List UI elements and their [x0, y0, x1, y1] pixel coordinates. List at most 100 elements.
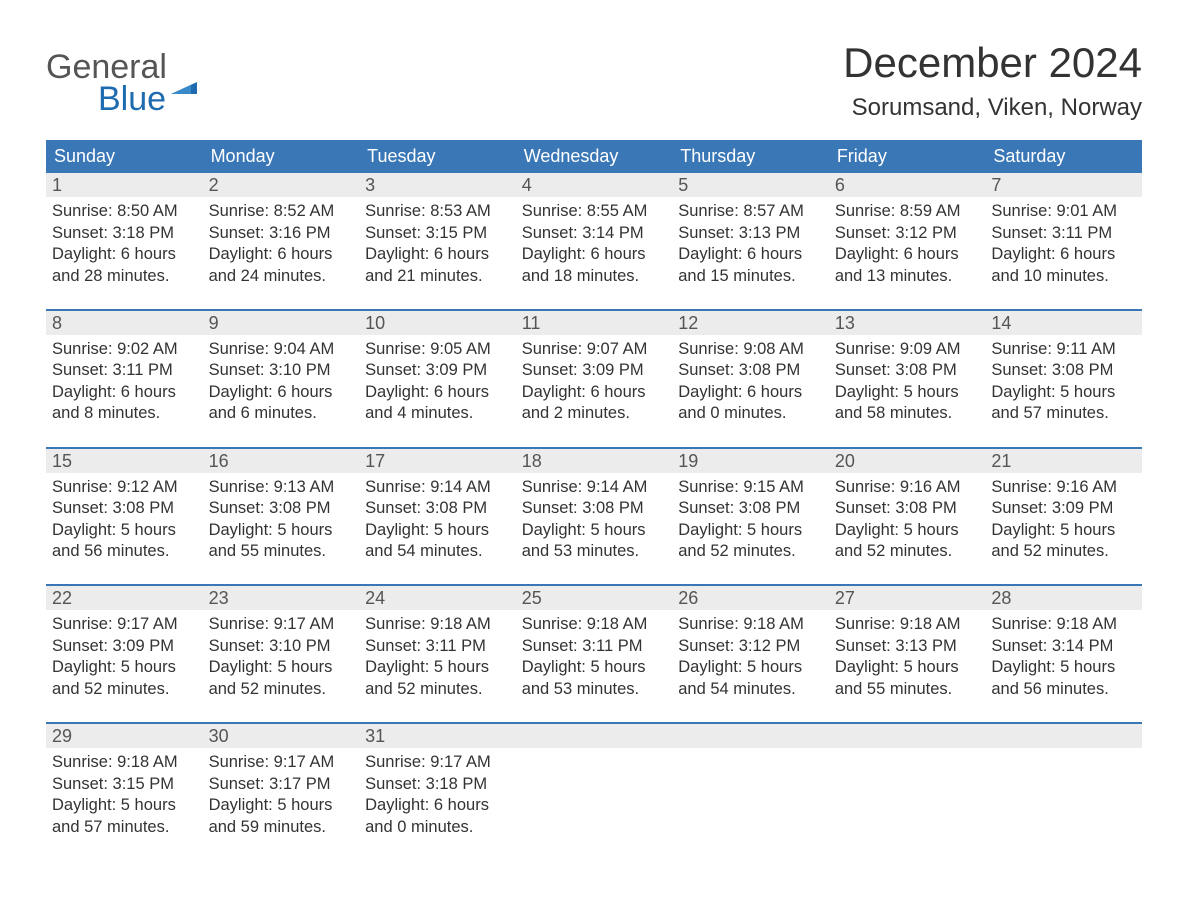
day-number: 6: [829, 173, 986, 197]
daylight-line1: Daylight: 6 hours: [522, 244, 667, 265]
day-cell: Sunrise: 8:55 AMSunset: 3:14 PMDaylight:…: [516, 197, 673, 310]
sunrise: Sunrise: 9:16 AM: [835, 477, 980, 498]
daylight-line1: Daylight: 5 hours: [678, 657, 823, 678]
sunrise: Sunrise: 9:17 AM: [209, 614, 354, 635]
sunrise: Sunrise: 9:14 AM: [522, 477, 667, 498]
day-number: 19: [672, 449, 829, 473]
sunset: Sunset: 3:11 PM: [365, 636, 510, 657]
logo: General Blue: [46, 50, 197, 119]
sunrise: Sunrise: 8:50 AM: [52, 201, 197, 222]
daylight-line1: Daylight: 5 hours: [209, 795, 354, 816]
sunrise: Sunrise: 9:13 AM: [209, 477, 354, 498]
day-cell: Sunrise: 9:18 AMSunset: 3:11 PMDaylight:…: [359, 610, 516, 723]
day-number: 14: [985, 311, 1142, 335]
daylight-line1: Daylight: 5 hours: [991, 382, 1136, 403]
day-cell: Sunrise: 9:12 AMSunset: 3:08 PMDaylight:…: [46, 473, 203, 586]
daylight-line1: Daylight: 5 hours: [52, 657, 197, 678]
sunrise: Sunrise: 9:18 AM: [365, 614, 510, 635]
sunrise: Sunrise: 9:18 AM: [522, 614, 667, 635]
dow-wednesday: Wednesday: [516, 140, 673, 173]
daylight-line1: Daylight: 5 hours: [991, 520, 1136, 541]
day-cell: Sunrise: 9:18 AMSunset: 3:12 PMDaylight:…: [672, 610, 829, 723]
sunset: Sunset: 3:09 PM: [365, 360, 510, 381]
daylight-line1: Daylight: 6 hours: [835, 244, 980, 265]
sunset: Sunset: 3:11 PM: [52, 360, 197, 381]
day-number: 17: [359, 449, 516, 473]
dow-thursday: Thursday: [672, 140, 829, 173]
day-cell: Sunrise: 9:11 AMSunset: 3:08 PMDaylight:…: [985, 335, 1142, 448]
daylight-line1: Daylight: 5 hours: [835, 657, 980, 678]
day-number: 28: [985, 586, 1142, 610]
daylight-line1: Daylight: 6 hours: [522, 382, 667, 403]
sunset: Sunset: 3:08 PM: [835, 360, 980, 381]
sunset: Sunset: 3:17 PM: [209, 774, 354, 795]
daynum-row: 22232425262728: [46, 586, 1142, 610]
daylight-line2: and 52 minutes.: [991, 541, 1136, 562]
day-number: 13: [829, 311, 986, 335]
day-number: 21: [985, 449, 1142, 473]
sunset: Sunset: 3:14 PM: [991, 636, 1136, 657]
sunset: Sunset: 3:09 PM: [991, 498, 1136, 519]
sunrise: Sunrise: 9:07 AM: [522, 339, 667, 360]
daylight-line1: Daylight: 5 hours: [835, 382, 980, 403]
daylight-line2: and 54 minutes.: [365, 541, 510, 562]
day-cell: Sunrise: 8:57 AMSunset: 3:13 PMDaylight:…: [672, 197, 829, 310]
daylight-line2: and 0 minutes.: [365, 817, 510, 838]
daylight-line2: and 2 minutes.: [522, 403, 667, 424]
daylight-line2: and 28 minutes.: [52, 266, 197, 287]
day-number: 7: [985, 173, 1142, 197]
daylight-line2: and 57 minutes.: [991, 403, 1136, 424]
daylight-line1: Daylight: 6 hours: [365, 244, 510, 265]
day-cell: Sunrise: 9:16 AMSunset: 3:09 PMDaylight:…: [985, 473, 1142, 586]
daylight-line1: Daylight: 5 hours: [678, 520, 823, 541]
daylight-line2: and 56 minutes.: [991, 679, 1136, 700]
dow-monday: Monday: [203, 140, 360, 173]
sunrise: Sunrise: 8:59 AM: [835, 201, 980, 222]
sunset: Sunset: 3:10 PM: [209, 360, 354, 381]
day-number: 24: [359, 586, 516, 610]
sunrise: Sunrise: 9:17 AM: [209, 752, 354, 773]
sunset: Sunset: 3:08 PM: [365, 498, 510, 519]
daylight-line2: and 6 minutes.: [209, 403, 354, 424]
daynum-row: 1234567: [46, 173, 1142, 197]
sunset: Sunset: 3:08 PM: [678, 360, 823, 381]
day-number: 5: [672, 173, 829, 197]
daylight-line1: Daylight: 5 hours: [52, 520, 197, 541]
day-number: 9: [203, 311, 360, 335]
daylight-line1: Daylight: 6 hours: [52, 382, 197, 403]
day-data-row: Sunrise: 9:12 AMSunset: 3:08 PMDaylight:…: [46, 473, 1142, 586]
header: General Blue December 2024 Sorumsand, Vi…: [46, 40, 1142, 122]
day-cell: Sunrise: 9:14 AMSunset: 3:08 PMDaylight:…: [516, 473, 673, 586]
day-data-row: Sunrise: 8:50 AMSunset: 3:18 PMDaylight:…: [46, 197, 1142, 310]
daylight-line1: Daylight: 6 hours: [365, 382, 510, 403]
dow-friday: Friday: [829, 140, 986, 173]
sunset: Sunset: 3:08 PM: [678, 498, 823, 519]
daylight-line2: and 13 minutes.: [835, 266, 980, 287]
daylight-line1: Daylight: 5 hours: [209, 520, 354, 541]
day-cell: Sunrise: 9:18 AMSunset: 3:13 PMDaylight:…: [829, 610, 986, 723]
sunrise: Sunrise: 9:18 AM: [835, 614, 980, 635]
sunrise: Sunrise: 9:18 AM: [991, 614, 1136, 635]
daylight-line2: and 52 minutes.: [678, 541, 823, 562]
month-title: December 2024: [843, 40, 1142, 86]
dow-sunday: Sunday: [46, 140, 203, 173]
daylight-line2: and 53 minutes.: [522, 541, 667, 562]
daylight-line2: and 52 minutes.: [365, 679, 510, 700]
sunset: Sunset: 3:18 PM: [365, 774, 510, 795]
day-number: [516, 724, 673, 748]
daylight-line2: and 21 minutes.: [365, 266, 510, 287]
daylight-line2: and 52 minutes.: [52, 679, 197, 700]
day-cell: Sunrise: 9:13 AMSunset: 3:08 PMDaylight:…: [203, 473, 360, 586]
daylight-line2: and 4 minutes.: [365, 403, 510, 424]
day-cell: Sunrise: 9:02 AMSunset: 3:11 PMDaylight:…: [46, 335, 203, 448]
day-cell: Sunrise: 9:07 AMSunset: 3:09 PMDaylight:…: [516, 335, 673, 448]
day-number: [985, 724, 1142, 748]
sunrise: Sunrise: 9:11 AM: [991, 339, 1136, 360]
day-number: [829, 724, 986, 748]
daynum-row: 891011121314: [46, 311, 1142, 335]
day-number: 16: [203, 449, 360, 473]
day-data-row: Sunrise: 9:02 AMSunset: 3:11 PMDaylight:…: [46, 335, 1142, 448]
sunset: Sunset: 3:12 PM: [678, 636, 823, 657]
day-number: 30: [203, 724, 360, 748]
sunset: Sunset: 3:12 PM: [835, 223, 980, 244]
